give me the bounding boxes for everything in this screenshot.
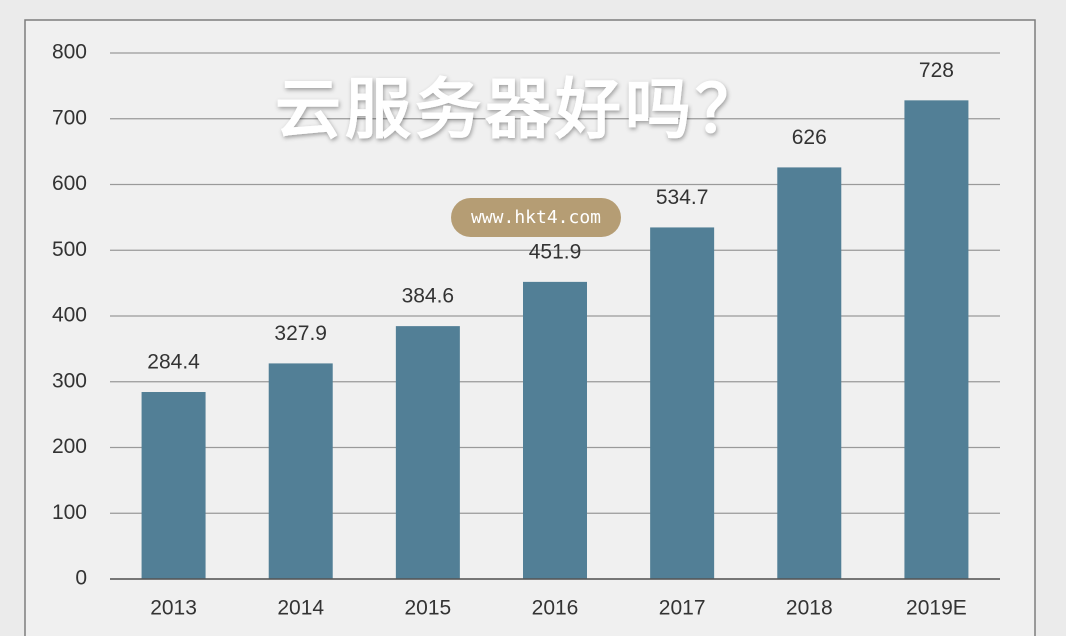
- y-tick-label: 700: [52, 106, 87, 129]
- data-label: 284.4: [147, 351, 200, 374]
- data-label: 534.7: [656, 186, 709, 209]
- x-tick-label: 2016: [532, 597, 579, 620]
- y-tick-label: 200: [52, 435, 87, 458]
- y-tick-label: 600: [52, 172, 87, 195]
- x-tick-label: 2013: [150, 597, 197, 620]
- y-tick-label: 400: [52, 304, 87, 327]
- x-tick-label: 2019E: [906, 597, 967, 620]
- data-label: 451.9: [529, 240, 582, 263]
- watermark-badge: [451, 198, 621, 237]
- y-tick-label: 800: [52, 41, 87, 64]
- bar: [395, 326, 460, 579]
- x-tick-label: 2014: [277, 597, 324, 620]
- data-label: 728: [919, 59, 954, 82]
- y-tick-label: 100: [52, 501, 87, 524]
- bar: [141, 392, 206, 579]
- bar: [523, 281, 587, 579]
- watermark: www.hkt4.com: [471, 207, 601, 228]
- bar: [268, 363, 333, 579]
- bar: [904, 100, 969, 579]
- bar: [777, 167, 842, 579]
- data-label: 327.9: [274, 322, 327, 345]
- x-tick-label: 2018: [786, 597, 833, 620]
- x-tick-label: 2015: [404, 597, 451, 620]
- plot-area: 0 100 200 300 400 500 600 700 800 2013 284.4 2014 32…: [52, 41, 1000, 620]
- overlay-title: 云服务器好吗？: [275, 70, 765, 148]
- bar: [650, 227, 715, 579]
- data-label: 626: [792, 126, 827, 149]
- y-tick-label: 0: [75, 567, 87, 590]
- data-label: 384.6: [402, 285, 455, 308]
- y-tick-label: 500: [52, 238, 87, 261]
- y-tick-label: 300: [52, 369, 87, 392]
- x-tick-label: 2017: [659, 597, 706, 620]
